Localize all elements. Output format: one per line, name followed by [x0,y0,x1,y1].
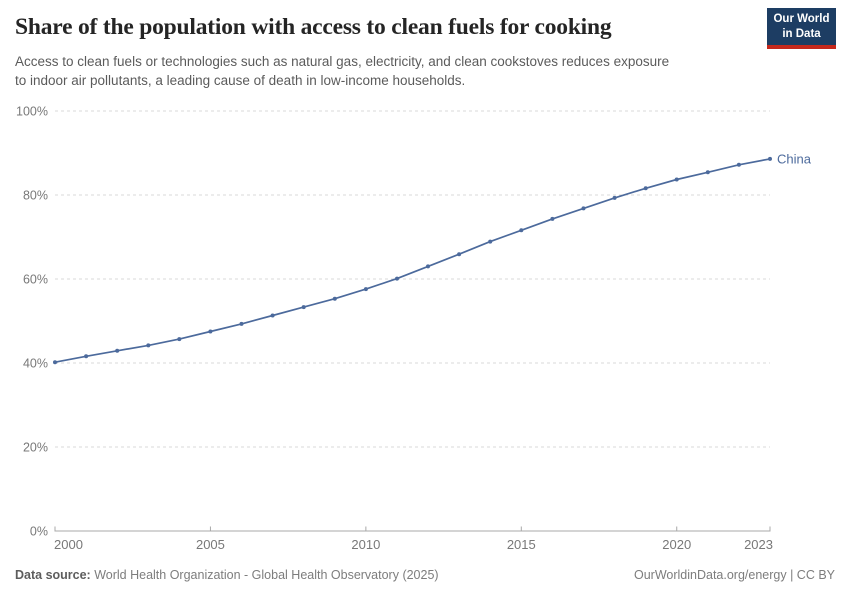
chart-subtitle-line2: to indoor air pollutants, a leading caus… [15,73,466,89]
data-point[interactable] [208,329,213,334]
chart-subtitle: Access to clean fuels or technologies su… [15,52,775,90]
owid-logo-line2: in Data [782,27,821,40]
data-source-note: Data source: World Health Organization -… [15,568,439,582]
data-source-text: World Health Organization - Global Healt… [90,568,439,582]
y-tick-label: 20% [23,441,48,455]
y-tick-label: 100% [16,105,48,119]
data-point[interactable] [84,354,89,359]
data-point[interactable] [53,360,57,365]
series-end-label[interactable]: China [777,151,812,166]
data-point[interactable] [363,287,368,292]
data-point[interactable] [426,264,430,269]
data-point[interactable] [332,296,337,301]
data-point[interactable] [768,156,772,161]
x-tick-label: 2005 [196,537,225,552]
data-point[interactable] [736,162,741,167]
x-tick-label: 2020 [662,537,691,552]
chart-footer: Data source: World Health Organization -… [15,568,835,582]
data-point[interactable] [239,321,244,326]
data-point[interactable] [488,239,493,244]
data-point[interactable] [550,216,555,221]
data-point[interactable] [115,348,120,353]
data-point[interactable] [301,305,306,310]
data-point[interactable] [674,177,679,182]
attribution-link[interactable]: OurWorldinData.org/energy | CC BY [633,568,835,582]
owid-logo[interactable]: Our World in Data [767,8,836,49]
data-point[interactable] [581,206,586,211]
y-tick-label: 60% [23,273,48,287]
y-tick-label: 0% [30,525,48,539]
data-point[interactable] [612,195,617,200]
data-point[interactable] [270,313,275,318]
x-tick-label: 2015 [507,537,536,552]
y-tick-label: 40% [23,357,48,371]
data-point[interactable] [395,276,399,281]
data-point[interactable] [177,337,182,342]
x-tick-label: 2023 [744,537,773,552]
data-line [54,158,771,364]
chart-subtitle-line1: Access to clean fuels or technologies su… [15,54,670,69]
data-point[interactable] [146,343,151,348]
chart-title: Share of the population with access to c… [15,14,612,40]
owid-logo-line1: Our World [773,12,830,25]
x-tick-label: 2010 [351,537,380,552]
y-tick-label: 80% [23,189,48,203]
data-source-label: Data source: [15,568,91,582]
data-point[interactable] [643,186,648,191]
x-tick-label: 2000 [54,537,83,552]
data-point[interactable] [705,170,710,175]
data-point[interactable] [519,228,524,233]
data-point[interactable] [457,252,462,257]
